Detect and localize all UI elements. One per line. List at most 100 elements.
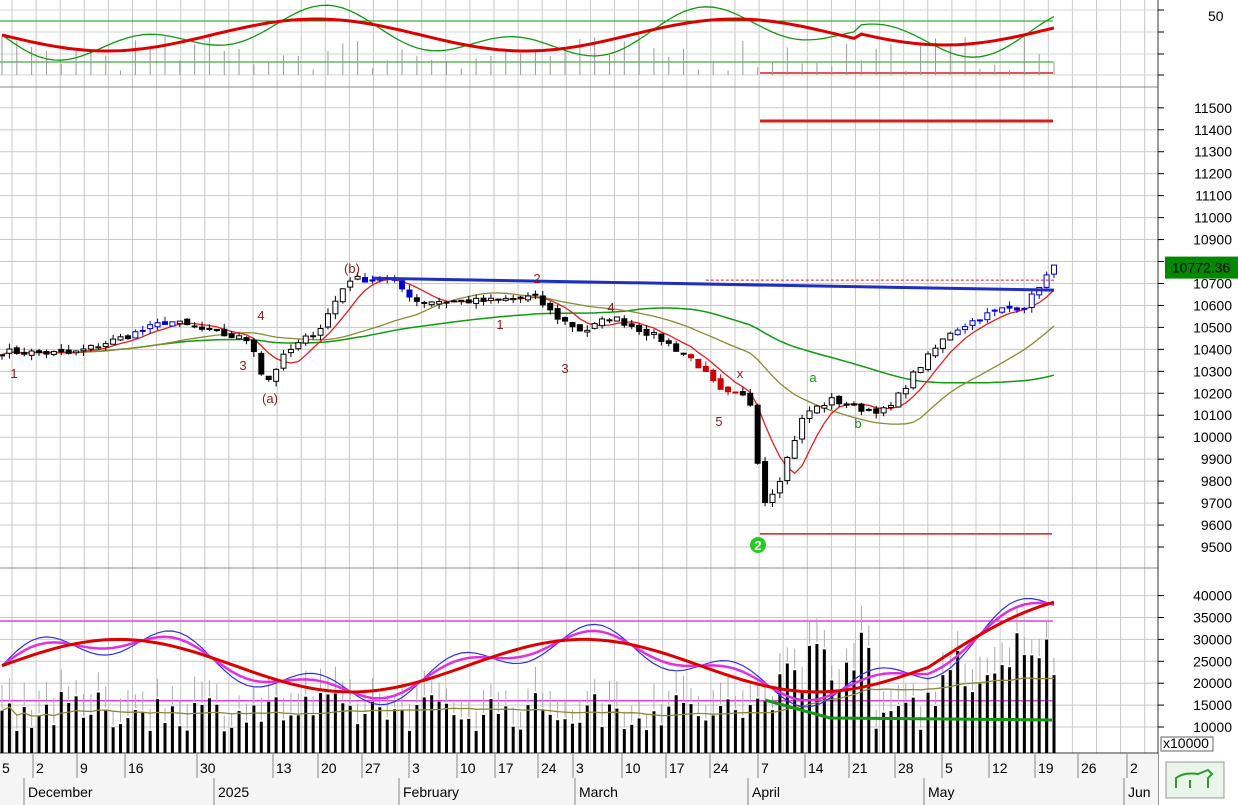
wave-label: b <box>854 416 861 431</box>
x-day-label: 17 <box>669 760 685 776</box>
candle-body <box>13 347 20 354</box>
candle-body <box>947 332 954 341</box>
candle-body <box>1028 293 1035 309</box>
signal-marker <box>750 537 766 553</box>
candle-body <box>702 365 709 372</box>
candle-body <box>613 316 620 322</box>
volume-tick-label: 10000 <box>1193 719 1232 735</box>
price-tick-label: 9600 <box>1201 517 1232 533</box>
volume-unit-label: x10000 <box>1163 735 1209 751</box>
x-day-label: 14 <box>808 760 824 776</box>
wave-label: 4 <box>257 308 264 323</box>
x-day-label: 3 <box>412 760 420 776</box>
x-day-label: 2 <box>36 760 44 776</box>
candle-body <box>273 368 280 382</box>
candle-body <box>495 298 502 301</box>
candle-body <box>865 408 872 411</box>
candle-body <box>599 318 606 327</box>
candle-body <box>910 371 917 389</box>
candle-body <box>858 403 865 412</box>
candle-body <box>932 347 939 357</box>
candle-body <box>213 328 220 332</box>
candle-body <box>650 332 657 335</box>
volume-unit-box <box>1160 736 1214 752</box>
volume-smooth-line <box>1 600 1055 694</box>
x-day-label: 13 <box>276 760 292 776</box>
candle-body <box>221 328 228 337</box>
candle-body <box>739 391 746 396</box>
price-tick-label: 10200 <box>1193 385 1232 401</box>
candle-body <box>525 295 531 301</box>
candle-body <box>769 493 776 504</box>
candle-body <box>450 300 457 303</box>
x-month-label: May <box>928 784 954 800</box>
x-axis-background <box>0 754 1158 805</box>
candle-body <box>813 405 820 414</box>
candle-body <box>806 410 813 420</box>
candle-body <box>747 392 754 406</box>
x-day-label: 16 <box>128 760 144 776</box>
candle-body <box>925 353 932 371</box>
candle-body <box>665 340 672 344</box>
candle-body <box>362 277 369 283</box>
candle-body <box>87 344 94 350</box>
candle-body <box>65 349 72 354</box>
candle-body <box>243 337 250 342</box>
price-tick-label: 10600 <box>1193 297 1232 313</box>
price-tick-label: 9800 <box>1201 473 1232 489</box>
wave-label: 1 <box>496 317 503 332</box>
price-tick-label: 10900 <box>1193 232 1232 248</box>
x-month-label: December <box>28 784 93 800</box>
price-tick-label: 11300 <box>1194 144 1232 160</box>
candle-body <box>43 350 50 355</box>
candle-body <box>902 387 909 395</box>
last-price-label: 10772.36 <box>1172 260 1231 276</box>
candle-body <box>917 367 924 373</box>
candle-body <box>1021 307 1028 310</box>
price-tick-label: 10100 <box>1193 407 1232 423</box>
candle-body <box>976 319 983 322</box>
wave-label: (a) <box>262 391 278 406</box>
candle-body <box>324 313 331 328</box>
candle-body <box>1043 274 1050 288</box>
wave-label: (b) <box>344 261 360 276</box>
candle-body <box>539 295 546 306</box>
candle-body <box>21 351 28 355</box>
candle-body <box>843 403 850 406</box>
candle-body <box>176 320 183 325</box>
candle-body <box>502 297 509 301</box>
candle-body <box>465 299 472 304</box>
x-day-label: 12 <box>992 760 1008 776</box>
candle-body <box>436 301 443 305</box>
candle-body <box>154 322 161 328</box>
candle-body <box>487 297 494 301</box>
candle-body <box>250 339 257 353</box>
volume-green-line <box>764 698 1053 722</box>
price-tick-label: 9700 <box>1201 495 1232 511</box>
candle-body <box>658 333 665 342</box>
candle-body <box>339 288 346 303</box>
candle-body <box>1006 305 1013 309</box>
x-month-label: April <box>752 784 780 800</box>
candle-body <box>732 391 739 394</box>
moving-average-long <box>1 307 1055 384</box>
signal-marker-label: 2 <box>754 538 761 553</box>
wave-label: 1 <box>10 366 17 381</box>
candle-body <box>317 328 324 336</box>
candle-body <box>547 302 554 311</box>
candle-body <box>636 325 643 332</box>
candle-body <box>999 307 1006 313</box>
x-day-label: 26 <box>1081 760 1097 776</box>
candle-body <box>347 280 354 288</box>
candle-body <box>1013 307 1020 311</box>
x-day-label: 28 <box>898 760 914 776</box>
price-tick-label: 10500 <box>1193 319 1232 335</box>
candle-body <box>621 318 628 326</box>
candle-body <box>695 358 702 369</box>
wave-label: a <box>809 370 817 385</box>
candle-body <box>680 352 687 355</box>
x-day-label: 19 <box>1038 760 1054 776</box>
candle-body <box>191 325 198 328</box>
volume-tick-label: 20000 <box>1193 675 1232 691</box>
candle-body <box>236 335 243 340</box>
